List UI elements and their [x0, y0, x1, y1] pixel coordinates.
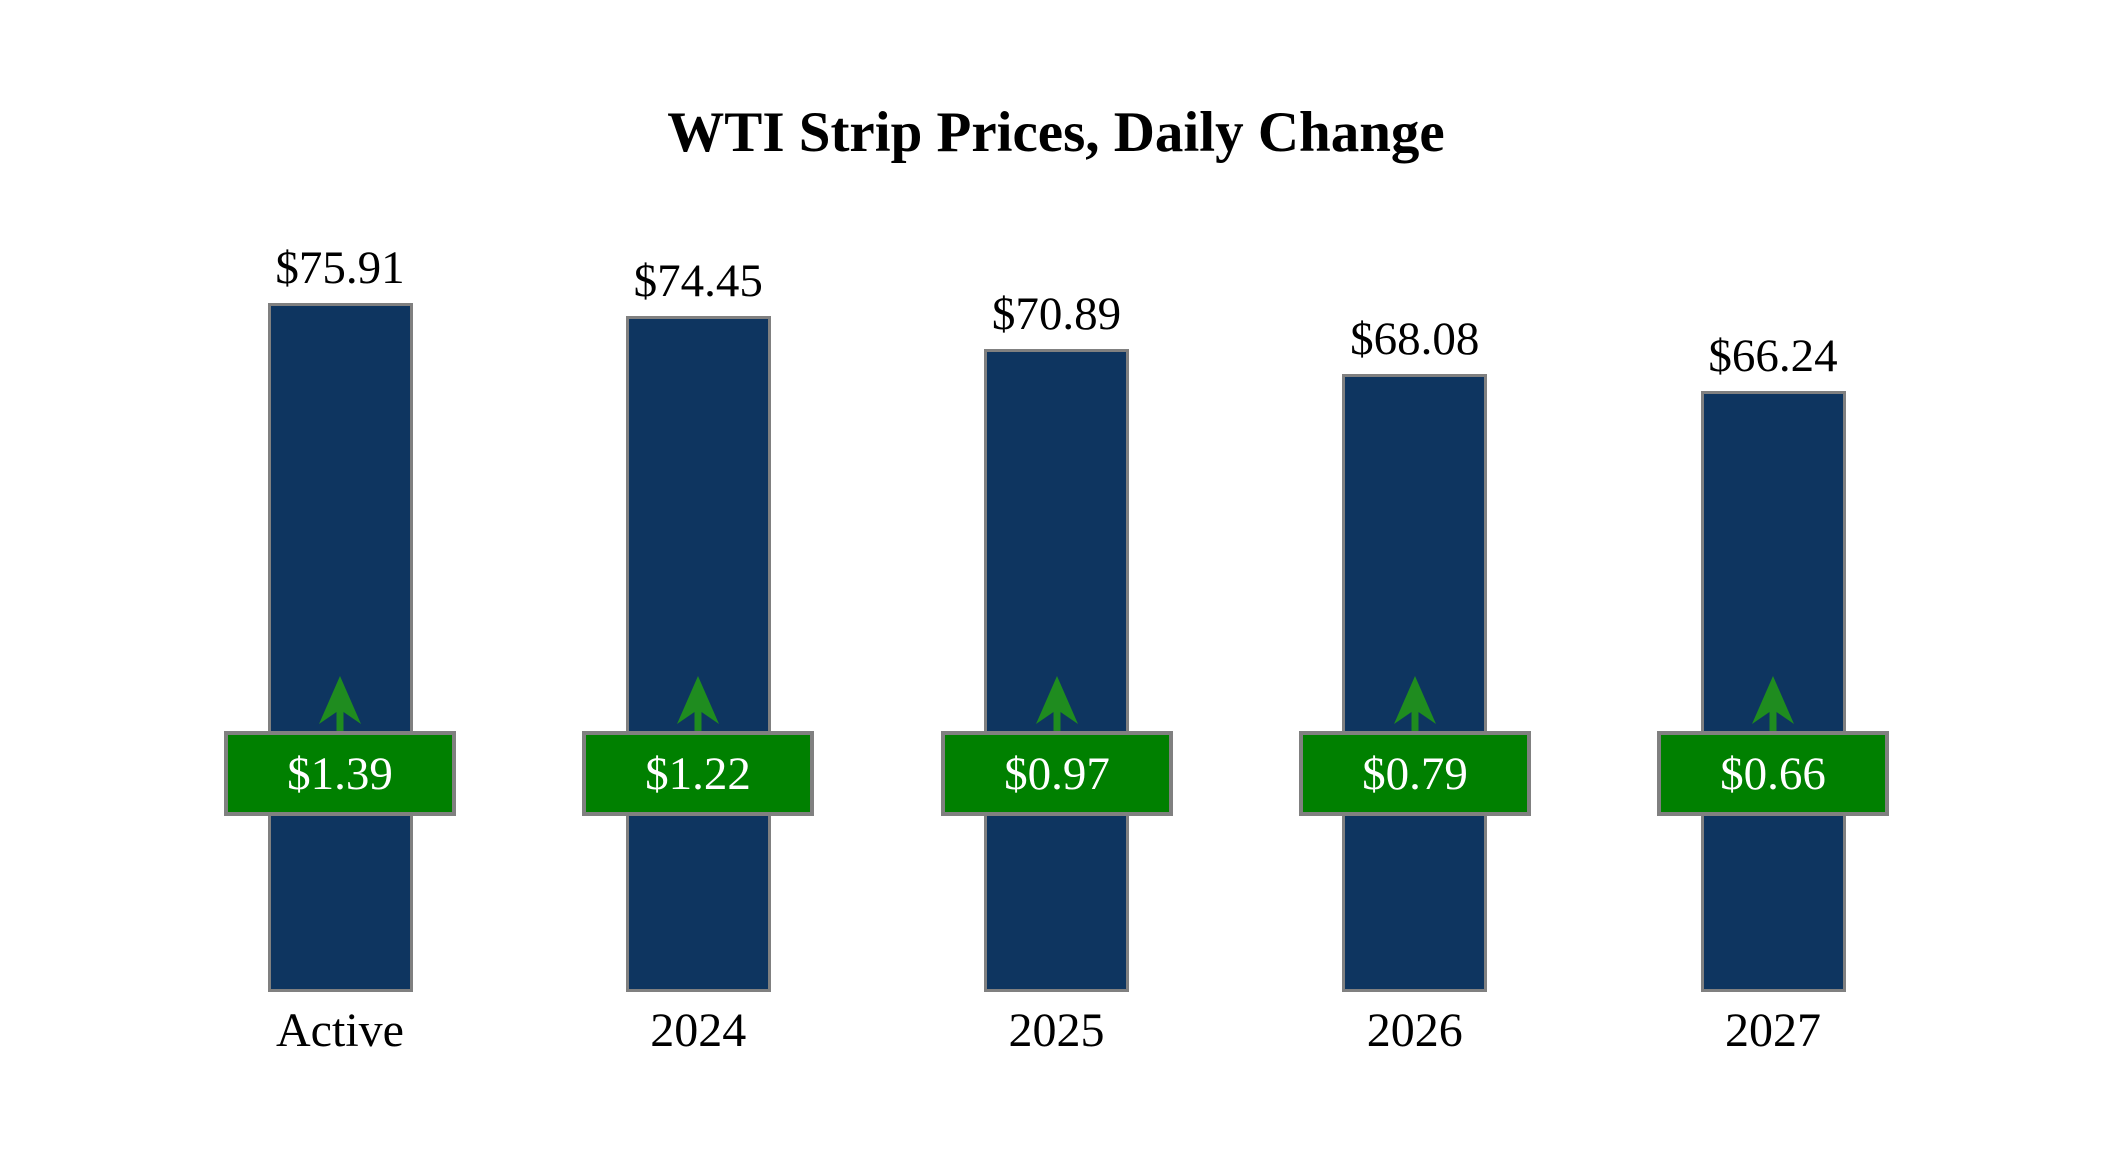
bar [268, 303, 413, 992]
category-label: 2026 [1366, 1004, 1463, 1057]
daily-change-badge: $0.97 [941, 731, 1173, 816]
bar [626, 316, 771, 992]
daily-change-badge: $1.39 [224, 731, 456, 816]
daily-change-badge: $0.66 [1657, 731, 1889, 816]
daily-change-badge: $0.79 [1299, 731, 1531, 816]
bar [1342, 374, 1487, 992]
up-arrow-icon [1036, 676, 1078, 731]
category-label: 2027 [1725, 1004, 1821, 1057]
bar-value-label: $68.08 [1350, 313, 1480, 365]
daily-change-badge: $1.22 [582, 731, 814, 816]
bar-value-label: $66.24 [1708, 330, 1838, 382]
bar-value-label: $75.91 [275, 242, 405, 294]
up-arrow-icon [1394, 676, 1436, 731]
up-arrow-icon [1752, 676, 1794, 731]
bar-value-label: $70.89 [991, 288, 1122, 340]
up-arrow-icon [319, 676, 361, 731]
bar-value-label: $74.45 [633, 255, 763, 307]
category-label: 2024 [650, 1004, 747, 1057]
category-label: Active [276, 1004, 404, 1057]
chart-title: WTI Strip Prices, Daily Change [667, 101, 1445, 164]
up-arrow-icon [677, 676, 719, 731]
bar [984, 349, 1129, 992]
category-label: 2025 [1008, 1004, 1105, 1057]
